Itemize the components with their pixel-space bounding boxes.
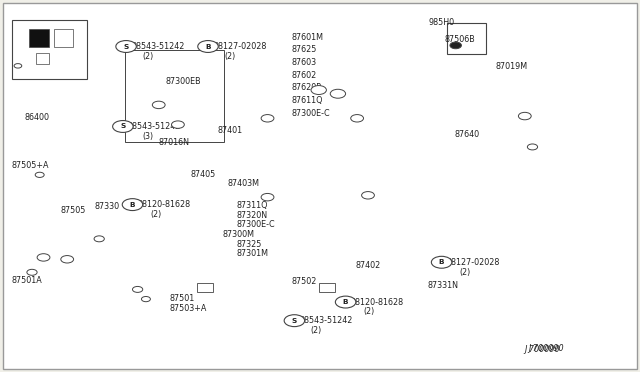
Text: (2): (2) — [310, 326, 322, 335]
Text: 87300EB: 87300EB — [165, 77, 201, 86]
Text: (2): (2) — [364, 307, 375, 316]
FancyBboxPatch shape — [12, 20, 87, 79]
Text: 87331N: 87331N — [428, 281, 458, 290]
Text: (3): (3) — [142, 132, 153, 141]
FancyBboxPatch shape — [29, 29, 49, 47]
Circle shape — [35, 172, 44, 177]
Circle shape — [284, 315, 305, 327]
Text: 87640: 87640 — [454, 130, 479, 139]
Text: 87501: 87501 — [170, 294, 195, 303]
Text: J 700090: J 700090 — [528, 344, 564, 353]
Text: B: B — [343, 299, 348, 305]
Text: 87300E-C: 87300E-C — [291, 109, 330, 118]
Text: 87505+A: 87505+A — [12, 161, 49, 170]
Text: 87402: 87402 — [355, 262, 380, 270]
Text: B: B — [439, 259, 444, 265]
Text: 87611Q: 87611Q — [291, 96, 323, 105]
Text: 87505: 87505 — [61, 206, 86, 215]
Circle shape — [198, 41, 218, 52]
Text: 87603: 87603 — [291, 58, 316, 67]
Circle shape — [335, 296, 356, 308]
Text: 87501A: 87501A — [12, 276, 42, 285]
Text: 87620P: 87620P — [291, 83, 321, 92]
FancyBboxPatch shape — [3, 3, 637, 369]
Circle shape — [113, 121, 133, 132]
Text: S: S — [120, 124, 125, 129]
Circle shape — [330, 89, 346, 98]
Text: 86400: 86400 — [24, 113, 49, 122]
Circle shape — [351, 115, 364, 122]
Circle shape — [518, 112, 531, 120]
FancyBboxPatch shape — [125, 50, 224, 142]
Circle shape — [14, 64, 22, 68]
Circle shape — [172, 121, 184, 128]
Text: 87401: 87401 — [218, 126, 243, 135]
Text: 87625: 87625 — [291, 45, 317, 54]
Circle shape — [527, 144, 538, 150]
Text: 08127-02028: 08127-02028 — [447, 258, 500, 267]
Text: B: B — [205, 44, 211, 49]
Circle shape — [261, 115, 274, 122]
Circle shape — [122, 199, 143, 211]
Text: 87405: 87405 — [191, 170, 216, 179]
Text: 87601M: 87601M — [291, 33, 323, 42]
Text: 87016N: 87016N — [159, 138, 189, 147]
FancyBboxPatch shape — [447, 23, 486, 54]
Text: 985H0: 985H0 — [429, 18, 455, 27]
Circle shape — [362, 192, 374, 199]
Circle shape — [450, 42, 461, 49]
FancyBboxPatch shape — [54, 29, 73, 47]
Circle shape — [141, 296, 150, 302]
Text: B: B — [130, 202, 135, 208]
Circle shape — [261, 193, 274, 201]
Text: 08120-81628: 08120-81628 — [351, 298, 404, 307]
Circle shape — [132, 286, 143, 292]
Text: S: S — [124, 44, 129, 49]
Text: 87325: 87325 — [237, 240, 262, 248]
Text: (2): (2) — [142, 52, 154, 61]
Text: 87602: 87602 — [291, 71, 316, 80]
Circle shape — [152, 101, 165, 109]
Circle shape — [37, 254, 50, 261]
Text: 87506B: 87506B — [445, 35, 476, 44]
FancyBboxPatch shape — [197, 283, 213, 292]
Circle shape — [61, 256, 74, 263]
Text: 08543-51242: 08543-51242 — [131, 42, 184, 51]
FancyBboxPatch shape — [36, 53, 49, 64]
Text: 87320N: 87320N — [237, 211, 268, 219]
Text: 08543-51242: 08543-51242 — [300, 316, 353, 325]
Text: 87301M: 87301M — [237, 249, 269, 258]
Text: 87502: 87502 — [291, 277, 317, 286]
Text: 08120-81628: 08120-81628 — [138, 200, 191, 209]
Circle shape — [116, 41, 136, 52]
Circle shape — [94, 236, 104, 242]
Text: 87300M: 87300M — [223, 230, 255, 239]
Text: (2): (2) — [224, 52, 236, 61]
Circle shape — [431, 256, 452, 268]
Text: 87019M: 87019M — [496, 62, 528, 71]
Text: 08127-02028: 08127-02028 — [213, 42, 266, 51]
FancyBboxPatch shape — [319, 283, 335, 292]
Text: 08543-51242: 08543-51242 — [128, 122, 181, 131]
Text: (2): (2) — [150, 210, 162, 219]
Text: 87311Q: 87311Q — [237, 201, 268, 210]
Text: J 700090: J 700090 — [525, 345, 561, 354]
Circle shape — [311, 86, 326, 94]
Circle shape — [27, 269, 37, 275]
Text: (2): (2) — [460, 268, 471, 277]
Text: 87403M: 87403M — [227, 179, 259, 187]
Text: 87300E-C: 87300E-C — [237, 220, 275, 229]
Text: 87503+A: 87503+A — [170, 304, 207, 312]
Text: 87330: 87330 — [95, 202, 120, 211]
Text: S: S — [292, 318, 297, 324]
